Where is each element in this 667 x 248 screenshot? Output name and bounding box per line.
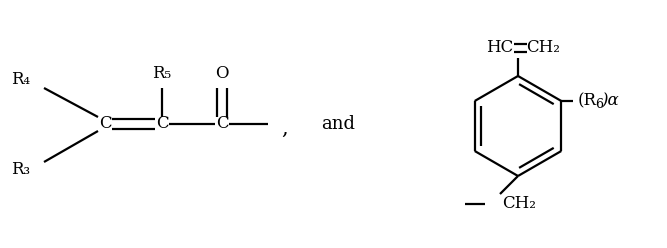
- Text: )α: )α: [601, 93, 618, 110]
- Text: R₃: R₃: [11, 161, 30, 179]
- Text: CH₂: CH₂: [502, 195, 536, 213]
- Text: CH₂: CH₂: [526, 39, 560, 57]
- Text: (R: (R: [578, 93, 596, 110]
- Text: HC: HC: [486, 39, 514, 57]
- Text: and: and: [321, 115, 355, 133]
- Text: 6: 6: [595, 98, 603, 111]
- Text: C: C: [215, 116, 228, 132]
- Text: C: C: [99, 116, 111, 132]
- Text: ,: ,: [281, 119, 288, 137]
- Text: O: O: [215, 65, 229, 83]
- Text: C: C: [155, 116, 168, 132]
- Text: R₅: R₅: [153, 65, 171, 83]
- Text: R₄: R₄: [11, 71, 30, 89]
